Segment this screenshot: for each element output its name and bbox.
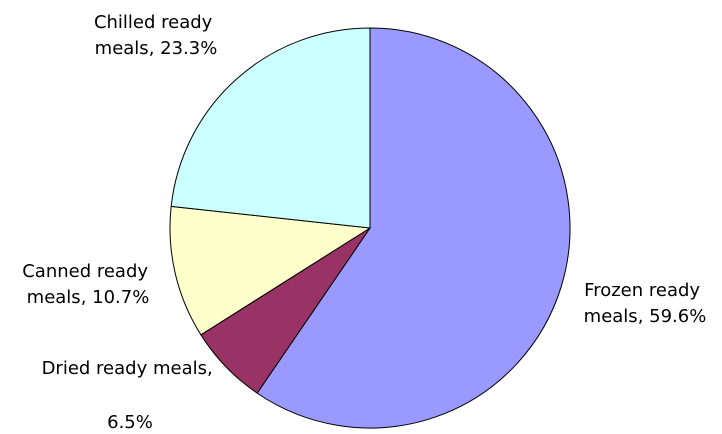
pie-slices xyxy=(169,27,571,429)
data-label-canned: Canned ready meals, 10.7% xyxy=(22,261,154,308)
data-label-chilled: Chilled ready meals, 23.3% xyxy=(94,12,218,59)
pie-slice-canned xyxy=(169,205,372,336)
pie-slice-chilled xyxy=(170,27,371,229)
data-label-dried: Dried ready meals, 6.5% xyxy=(42,358,219,433)
pie-labels: Frozen ready meals, 59.6% Dried ready me… xyxy=(22,12,706,433)
data-label-frozen: Frozen ready meals, 59.6% xyxy=(584,280,707,327)
pie-slice-frozen xyxy=(256,27,571,429)
